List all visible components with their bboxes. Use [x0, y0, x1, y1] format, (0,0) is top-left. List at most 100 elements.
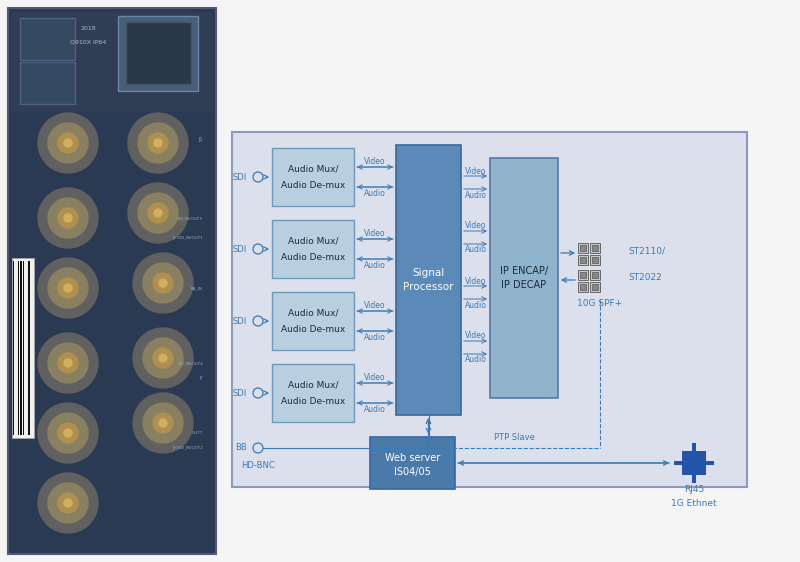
Text: Audio: Audio [364, 261, 386, 270]
Text: HD-BNC: HD-BNC [241, 461, 275, 470]
Bar [578, 255, 588, 265]
Circle shape [154, 139, 162, 147]
Text: Audio: Audio [364, 333, 386, 342]
Bar [272, 364, 354, 422]
Circle shape [64, 214, 72, 222]
Text: J9 SDI_IN/OUT2: J9 SDI_IN/OUT2 [172, 446, 203, 450]
Circle shape [48, 483, 88, 523]
Bar [590, 243, 600, 253]
Text: IS04/05: IS04/05 [394, 467, 431, 477]
Circle shape [128, 183, 188, 243]
Circle shape [38, 473, 98, 533]
Circle shape [133, 393, 193, 453]
Bar [590, 270, 600, 280]
Text: Audio Mux/: Audio Mux/ [288, 165, 338, 174]
Bar [126, 22, 191, 84]
Text: Web server: Web server [385, 453, 440, 463]
Bar [580, 272, 586, 278]
Circle shape [133, 253, 193, 313]
Bar [580, 257, 586, 263]
Bar [396, 145, 461, 415]
Text: PTP Slave: PTP Slave [494, 433, 534, 442]
Circle shape [64, 359, 72, 367]
Bar [20, 62, 75, 104]
Bar [118, 16, 198, 91]
Circle shape [64, 284, 72, 292]
Text: SDI: SDI [233, 173, 247, 182]
Circle shape [143, 403, 183, 443]
Text: Video: Video [364, 374, 386, 383]
Text: SDI: SDI [233, 316, 247, 325]
Bar [590, 255, 600, 265]
Circle shape [38, 403, 98, 463]
Circle shape [159, 419, 167, 427]
Bar [490, 158, 558, 398]
Bar [592, 284, 598, 290]
Text: Audio De-mux: Audio De-mux [281, 397, 345, 406]
Text: Video: Video [364, 229, 386, 238]
Circle shape [64, 499, 72, 507]
Text: Video: Video [364, 301, 386, 310]
Text: Audio Mux/: Audio Mux/ [288, 309, 338, 318]
Text: 10G SPF+: 10G SPF+ [578, 300, 622, 309]
Bar [592, 257, 598, 263]
Text: Audio: Audio [465, 246, 486, 255]
Bar [272, 292, 354, 350]
Text: Audio: Audio [465, 301, 486, 310]
Text: SDI: SDI [233, 244, 247, 253]
Text: ST2022: ST2022 [628, 274, 662, 283]
Text: Audio: Audio [364, 189, 386, 198]
Text: Video: Video [465, 277, 486, 285]
Bar [580, 245, 586, 251]
Circle shape [48, 268, 88, 308]
Circle shape [38, 188, 98, 248]
Circle shape [58, 493, 78, 513]
Text: Audio De-mux: Audio De-mux [281, 324, 345, 333]
Text: IP ENCAP/
IP DECAP: IP ENCAP/ IP DECAP [500, 266, 548, 289]
Text: Video: Video [465, 221, 486, 230]
Text: Signal
Processor: Signal Processor [403, 269, 454, 292]
Bar [12, 12, 212, 112]
Circle shape [143, 263, 183, 303]
Text: SDI: SDI [233, 388, 247, 397]
Bar [590, 282, 600, 292]
Text: SDI_IN/OUT4: SDI_IN/OUT4 [178, 361, 203, 365]
Circle shape [38, 333, 98, 393]
Circle shape [138, 123, 178, 163]
Circle shape [153, 413, 173, 433]
Text: ST2110/: ST2110/ [628, 247, 665, 256]
Circle shape [148, 203, 168, 223]
Bar [592, 245, 598, 251]
Circle shape [48, 123, 88, 163]
Text: Video: Video [465, 332, 486, 341]
Circle shape [148, 133, 168, 153]
Circle shape [58, 278, 78, 298]
Circle shape [159, 354, 167, 362]
Circle shape [128, 113, 188, 173]
Circle shape [143, 338, 183, 378]
Circle shape [58, 208, 78, 228]
Text: Audio De-mux: Audio De-mux [281, 252, 345, 261]
Bar [370, 437, 455, 489]
Circle shape [133, 328, 193, 388]
Circle shape [58, 353, 78, 373]
Bar [8, 8, 216, 554]
Circle shape [153, 273, 173, 293]
Bar [691, 443, 696, 483]
Text: RJ45: RJ45 [684, 484, 704, 493]
Bar [12, 258, 34, 438]
Text: Video: Video [364, 157, 386, 166]
Text: SDI_IN/OUT3: SDI_IN/OUT3 [177, 216, 203, 220]
Circle shape [64, 429, 72, 437]
Text: Audio De-mux: Audio De-mux [281, 180, 345, 189]
Circle shape [48, 413, 88, 453]
Bar [272, 148, 354, 206]
Text: BB: BB [235, 443, 247, 452]
Text: OUT7: OUT7 [192, 431, 203, 435]
Text: Audio Mux/: Audio Mux/ [288, 380, 338, 389]
Circle shape [58, 423, 78, 443]
Bar [272, 220, 354, 278]
Text: J7: J7 [199, 376, 203, 380]
Bar [232, 132, 747, 487]
Text: 2018: 2018 [80, 26, 96, 31]
